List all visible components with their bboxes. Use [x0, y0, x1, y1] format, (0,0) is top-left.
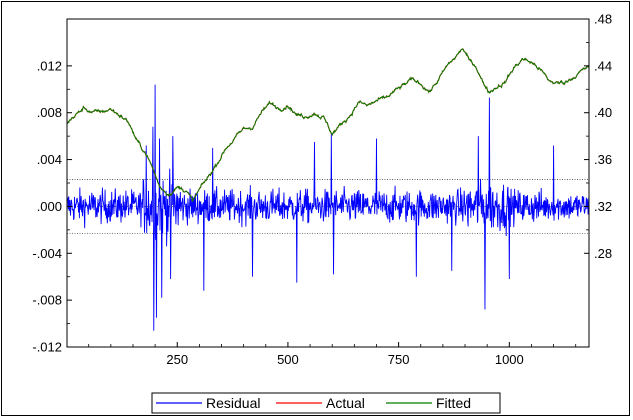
- axes: 250 500 750 1000 .012 .008 .004 .000 -.004 -.008 -…: [32, 12, 612, 368]
- left-tick-label: .012: [37, 58, 62, 73]
- legend-label-actual: Actual: [326, 395, 365, 411]
- x-tick-label: 1000: [495, 352, 524, 367]
- residual-actual-fitted-chart: 250 500 750 1000 .012 .008 .004 .000 -.004 -.008 -…: [32, 12, 612, 414]
- x-tick-label: 500: [277, 352, 299, 367]
- x-tick-label: 750: [388, 352, 410, 367]
- legend: Residual Actual Fitted: [151, 392, 501, 414]
- right-tick-label: .48: [594, 12, 612, 27]
- left-tick-label: -.004: [32, 246, 62, 261]
- residual-series-line: [66, 84, 590, 331]
- left-tick-label: -.012: [32, 340, 62, 355]
- fitted-series-line: [66, 48, 590, 203]
- left-tick-label: .004: [37, 152, 62, 167]
- right-tick-label: .36: [594, 152, 612, 167]
- plot-border: [66, 18, 590, 348]
- legend-label-fitted: Fitted: [436, 395, 471, 411]
- legend-label-residual: Residual: [206, 395, 260, 411]
- legend-box: [151, 392, 501, 414]
- right-tick-label: .32: [594, 199, 612, 214]
- left-tick-label: .008: [37, 105, 62, 120]
- x-tick-label: 250: [166, 352, 188, 367]
- plot-area: [66, 48, 590, 331]
- left-tick-label: .000: [37, 199, 62, 214]
- right-tick-label: .28: [594, 246, 612, 261]
- right-tick-label: .40: [594, 105, 612, 120]
- right-tick-label: .44: [594, 58, 612, 73]
- left-tick-label: -.008: [32, 293, 62, 308]
